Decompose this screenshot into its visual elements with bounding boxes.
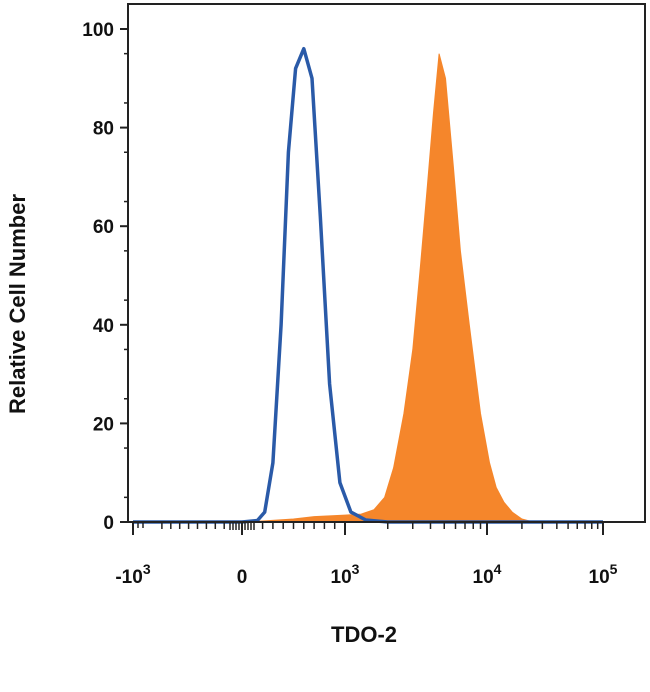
plot-area xyxy=(128,46,645,524)
y-tick-label: 80 xyxy=(93,119,114,140)
axes: 0 20 40 60 80 100 -103 0 103 104 105 xyxy=(82,3,646,588)
y-axis-title: Relative Cell Number xyxy=(5,194,30,415)
y-tick-label: 20 xyxy=(93,414,114,435)
x-axis-title: TDO-2 xyxy=(331,622,397,647)
x-tick-label: 103 xyxy=(331,561,360,588)
plot-frame xyxy=(127,3,646,523)
x-tick-label: 0 xyxy=(237,567,248,588)
x-tick-label: -103 xyxy=(115,561,150,588)
y-tick-label: 60 xyxy=(93,217,114,238)
series-filled-histogram xyxy=(128,53,645,523)
y-tick-label: 40 xyxy=(93,316,114,337)
x-tick-label: 104 xyxy=(473,561,502,588)
y-tick-label: 100 xyxy=(82,20,114,41)
y-tick-label: 0 xyxy=(103,513,114,534)
x-tick-label: 105 xyxy=(589,561,618,588)
series-outline-histogram xyxy=(133,46,603,524)
